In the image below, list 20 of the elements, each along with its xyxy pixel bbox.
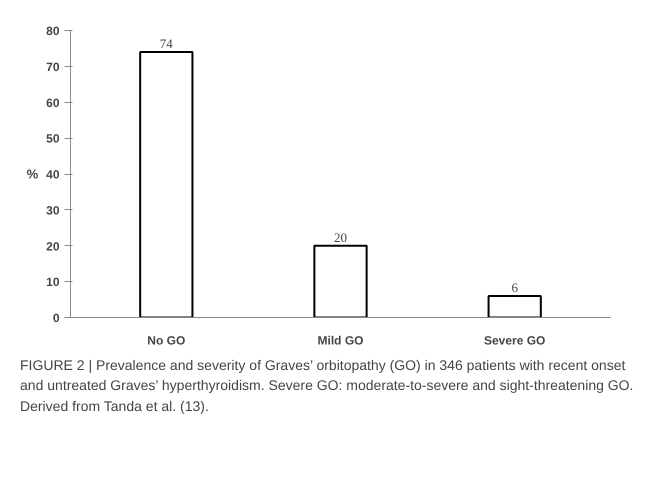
bar [139,51,194,318]
bar [313,244,368,318]
y-tick-label: 20 [46,239,60,254]
data-label: 6 [511,280,518,295]
data-label: 74 [160,36,174,52]
y-tick-label: 30 [46,203,60,218]
y-tick-label: 60 [46,96,60,110]
y-tick-label: 70 [46,60,60,74]
bar [488,294,542,318]
x-tick-label: Mild GO [318,334,364,348]
x-tick-label: Severe GO [484,334,546,348]
y-axis-title: % [26,166,39,182]
y-tick-label: 50 [46,132,60,146]
y-tick-label: 0 [52,311,60,325]
y-tick-label: 10 [46,275,60,290]
y-tick-label: 40 [46,168,60,182]
x-tick-label: No GO [147,334,186,348]
data-label: 20 [334,230,347,245]
y-tick-label: 80 [46,24,60,38]
caption: FIGURE 2 | Prevalence and severity of Graves’ orbitopathy (GO) in 346 patients with recent onset and untreated Graves’ hyperthyroidism. Severe GO: moderate-to-severe and sight-threatening GO. Derived from Tanda et al. (13). [20,356,634,416]
